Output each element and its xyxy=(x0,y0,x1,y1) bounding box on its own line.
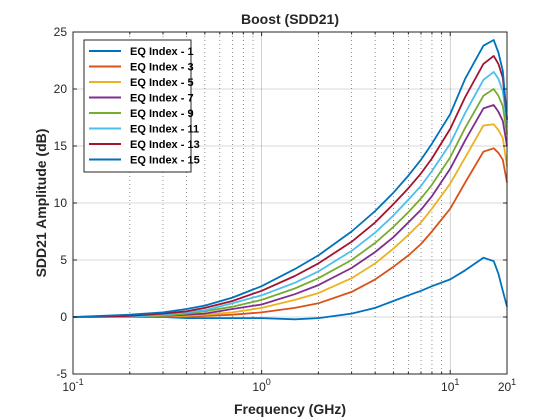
series-line-4 xyxy=(73,104,508,318)
x-tick-label: 10-1 xyxy=(62,377,83,394)
x-tick-label: 101 xyxy=(441,377,459,394)
series-line-8 xyxy=(72,39,508,318)
x-tick-label: 100 xyxy=(252,377,270,394)
legend-label-5: EQ Index - 9 xyxy=(130,108,194,120)
legend-label-4: EQ Index - 7 xyxy=(130,93,194,105)
y-tick-label: 20 xyxy=(54,82,68,96)
legend-box xyxy=(83,39,192,173)
legend-label-8: EQ Index - 15 xyxy=(130,155,200,167)
y-tick-labels: -5 0 5 10 15 20 25 xyxy=(54,25,68,381)
y-tick-label: 10 xyxy=(54,196,68,210)
series-line-5 xyxy=(73,88,508,318)
series-lines xyxy=(72,39,508,321)
series-line-1 xyxy=(73,256,508,321)
legend-label-6: EQ Index - 11 xyxy=(130,124,199,136)
tick-marks xyxy=(72,31,508,375)
series-line-7 xyxy=(72,55,508,318)
y-axis-label: SDD21 Amplitude (dB) xyxy=(33,129,49,278)
y-tick-label: -5 xyxy=(56,367,67,381)
legend-label-2: EQ Index - 3 xyxy=(130,62,194,74)
series-line-2 xyxy=(73,147,508,318)
legend-label-3: EQ Index - 5 xyxy=(130,77,194,89)
y-tick-label: 25 xyxy=(54,25,68,39)
legend-label-1: EQ Index - 1 xyxy=(130,46,194,58)
x-tick-labels: 10-1 100 101 201 xyxy=(62,377,516,394)
y-tick-label: 5 xyxy=(60,253,67,267)
x-tick-label: 201 xyxy=(498,377,516,394)
y-tick-label: 0 xyxy=(60,310,67,324)
series-line-3 xyxy=(73,123,508,318)
y-tick-label: 15 xyxy=(54,139,68,153)
legend: EQ Index - 1 EQ Index - 3 EQ Index - 5 EQ I… xyxy=(83,39,200,173)
chart-title: Boost (SDD21) xyxy=(241,11,339,27)
x-axis-label: Frequency (GHz) xyxy=(234,401,346,417)
minor-gridlines xyxy=(129,32,442,374)
legend-label-7: EQ Index - 13 xyxy=(130,139,200,151)
series-line-6 xyxy=(73,71,508,318)
